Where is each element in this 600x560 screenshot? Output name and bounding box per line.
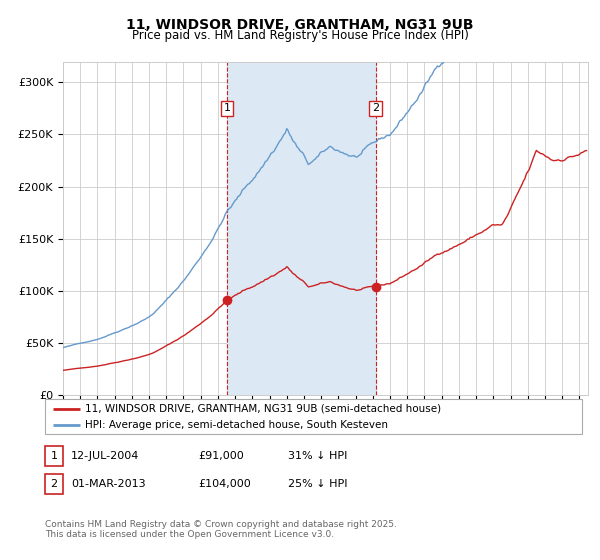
Text: Price paid vs. HM Land Registry's House Price Index (HPI): Price paid vs. HM Land Registry's House … bbox=[131, 29, 469, 42]
Bar bbox=[227, 62, 376, 395]
Text: 11, WINDSOR DRIVE, GRANTHAM, NG31 9UB: 11, WINDSOR DRIVE, GRANTHAM, NG31 9UB bbox=[126, 18, 474, 32]
Text: 25% ↓ HPI: 25% ↓ HPI bbox=[288, 479, 347, 489]
Text: 1: 1 bbox=[224, 104, 231, 114]
Text: HPI: Average price, semi-detached house, South Kesteven: HPI: Average price, semi-detached house,… bbox=[85, 419, 388, 430]
Text: 11, WINDSOR DRIVE, GRANTHAM, NG31 9UB (semi-detached house): 11, WINDSOR DRIVE, GRANTHAM, NG31 9UB (s… bbox=[85, 404, 442, 414]
Text: 31% ↓ HPI: 31% ↓ HPI bbox=[288, 451, 347, 461]
Text: 2: 2 bbox=[372, 104, 379, 114]
Text: 01-MAR-2013: 01-MAR-2013 bbox=[71, 479, 145, 489]
Text: 2: 2 bbox=[50, 479, 58, 489]
Text: £91,000: £91,000 bbox=[198, 451, 244, 461]
Text: 12-JUL-2004: 12-JUL-2004 bbox=[71, 451, 139, 461]
Text: 1: 1 bbox=[50, 451, 58, 461]
Text: £104,000: £104,000 bbox=[198, 479, 251, 489]
Text: Contains HM Land Registry data © Crown copyright and database right 2025.
This d: Contains HM Land Registry data © Crown c… bbox=[45, 520, 397, 539]
